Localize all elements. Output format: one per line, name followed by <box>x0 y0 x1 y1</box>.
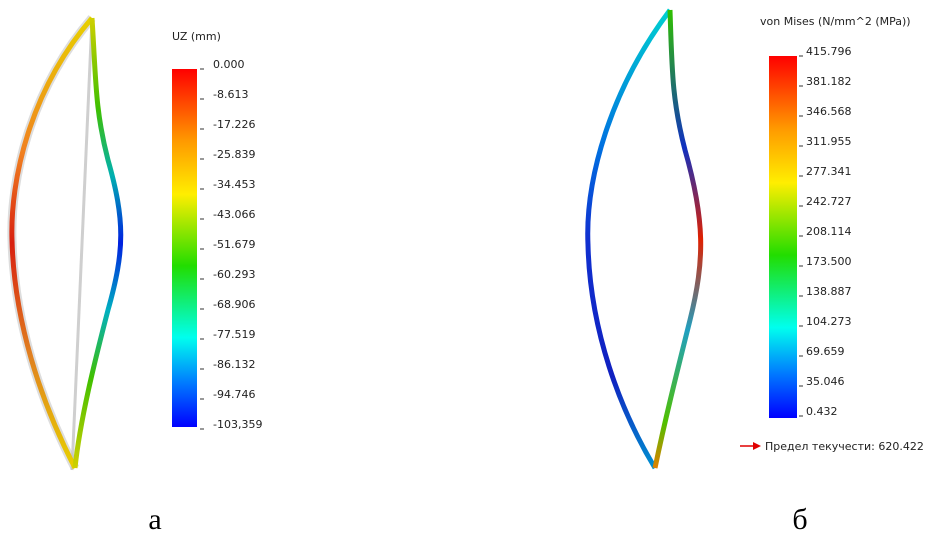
legend-title: von Mises (N/mm^2 (MPa)) <box>760 15 911 28</box>
tick-label: -103,359 <box>213 418 262 431</box>
tick-label: -51.679 <box>213 238 255 251</box>
color-bar <box>172 69 197 427</box>
tick-group: 0.000 -8.613 -17.226 -25.839 -34.453 -43.066 -… <box>200 58 262 431</box>
tick-label: -68.906 <box>213 298 255 311</box>
tick-label: 35.046 <box>806 375 845 388</box>
model-b <box>588 10 701 468</box>
tick-label: -8.613 <box>213 88 248 101</box>
tick-label: 381.182 <box>806 75 852 88</box>
caption: а <box>148 503 161 536</box>
tick-label: 104.273 <box>806 315 852 328</box>
tick-label: -77.519 <box>213 328 255 341</box>
tick-label: 415.796 <box>806 45 852 58</box>
tick-label: 242.727 <box>806 195 852 208</box>
tick-label: 346.568 <box>806 105 852 118</box>
tick-label: 173.500 <box>806 255 852 268</box>
model-a <box>12 18 121 470</box>
yield-label: Предел текучести: 620.422 <box>765 440 924 453</box>
tick-label: -94.746 <box>213 388 255 401</box>
color-bar <box>769 56 797 418</box>
tick-label: -43.066 <box>213 208 255 221</box>
legend-title: UZ (mm) <box>172 30 221 43</box>
tick-label: 0.432 <box>806 405 838 418</box>
tick-label: -34.453 <box>213 178 255 191</box>
tick-label: 208.114 <box>806 225 852 238</box>
figure: UZ (mm) 0.000 -8.613 -17.226 -25.839 -34.453… <box>0 0 936 537</box>
tick-label: -17.226 <box>213 118 255 131</box>
caption: б <box>792 503 807 536</box>
tick-label: 277.341 <box>806 165 852 178</box>
tick-label: -60.293 <box>213 268 255 281</box>
tick-label: 138.887 <box>806 285 852 298</box>
tick-group: 415.796 381.182 346.568 311.955 277.341 242.7… <box>799 45 852 418</box>
yield-arrow <box>740 442 761 450</box>
tick-label: -86.132 <box>213 358 255 371</box>
tick-label: 311.955 <box>806 135 852 148</box>
tick-label: 69.659 <box>806 345 845 358</box>
tick-label: 0.000 <box>213 58 245 71</box>
tick-label: -25.839 <box>213 148 255 161</box>
